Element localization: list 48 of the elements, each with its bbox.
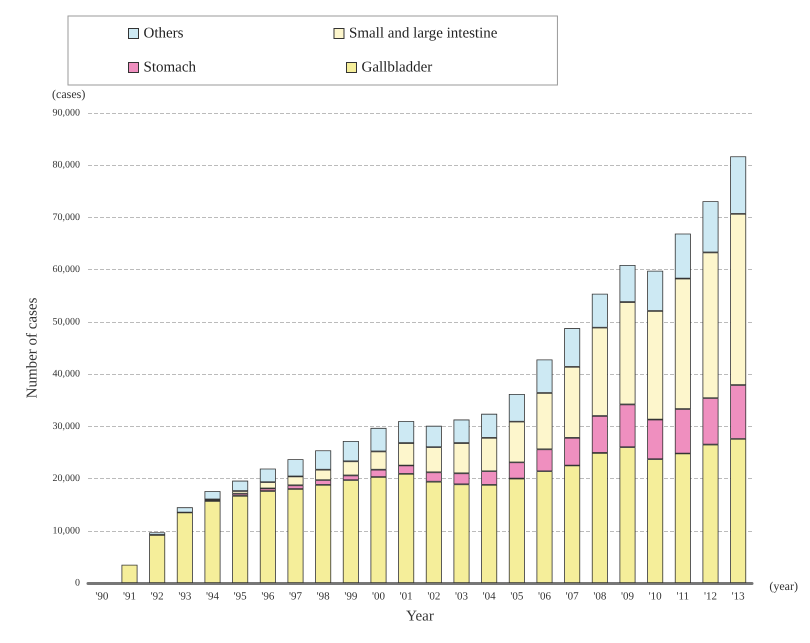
- x-tick-label: '98: [316, 590, 330, 602]
- x-tick-label: '09: [621, 590, 634, 602]
- x-tick-label: '10: [648, 590, 662, 602]
- y-tick-label: 70,000: [52, 212, 80, 223]
- y-tick-label: 80,000: [52, 160, 80, 171]
- x-tick-label: '99: [344, 590, 358, 602]
- x-tick-label: '92: [150, 590, 164, 602]
- bar: [232, 496, 248, 583]
- y-tick-label: 50,000: [52, 316, 80, 328]
- bar: [149, 534, 166, 583]
- x-axis-title: Year: [406, 608, 434, 624]
- x-tick-label: '03: [455, 590, 468, 602]
- y-tick-label: 40,000: [52, 368, 80, 380]
- x-tick-label: '94: [206, 590, 220, 602]
- y-tick-label: 30,000: [52, 420, 80, 432]
- x-tick-label: '97: [289, 590, 302, 602]
- bar: [232, 480, 248, 492]
- legend-label: Gallbladder: [361, 60, 432, 76]
- text: (cases): [52, 87, 86, 101]
- x-tick-label: '05: [510, 590, 524, 602]
- x-tick-label: '02: [427, 590, 440, 602]
- y-tick-label: 20,000: [52, 473, 80, 484]
- x-tick-label: '08: [593, 590, 607, 602]
- x-tick-label: '96: [261, 590, 275, 602]
- y-tick-label: 90,000: [52, 108, 80, 118]
- legend-label: Others: [144, 26, 184, 42]
- x-tick-label: '13: [732, 590, 746, 602]
- bar: [288, 489, 304, 583]
- x-tick-label: '12: [704, 590, 717, 602]
- x-tick-label: '11: [676, 590, 690, 602]
- x-tick-label: '91: [123, 590, 136, 602]
- bar: [122, 564, 138, 583]
- y-tick-label: 10,000: [52, 525, 80, 536]
- x-tick-label: '06: [538, 590, 552, 602]
- text: (year): [769, 579, 798, 593]
- x-tick-label: '07: [566, 590, 580, 602]
- x-tick-label: '04: [482, 590, 496, 602]
- x-tick-label: '01: [400, 590, 413, 602]
- x-tick-label: '90: [95, 590, 109, 602]
- y-axis-title: Number of cases: [24, 297, 40, 398]
- x-tick-label: '00: [372, 590, 386, 602]
- x-tick-label: '93: [178, 590, 192, 602]
- legend-label: Small and large intestine: [348, 26, 498, 42]
- legend-label: Stomach: [144, 60, 196, 76]
- y-tick-label: 0: [75, 578, 80, 588]
- bar: [260, 491, 276, 583]
- x-tick-label: '95: [234, 590, 248, 602]
- y-tick-label: 60,000: [52, 264, 80, 276]
